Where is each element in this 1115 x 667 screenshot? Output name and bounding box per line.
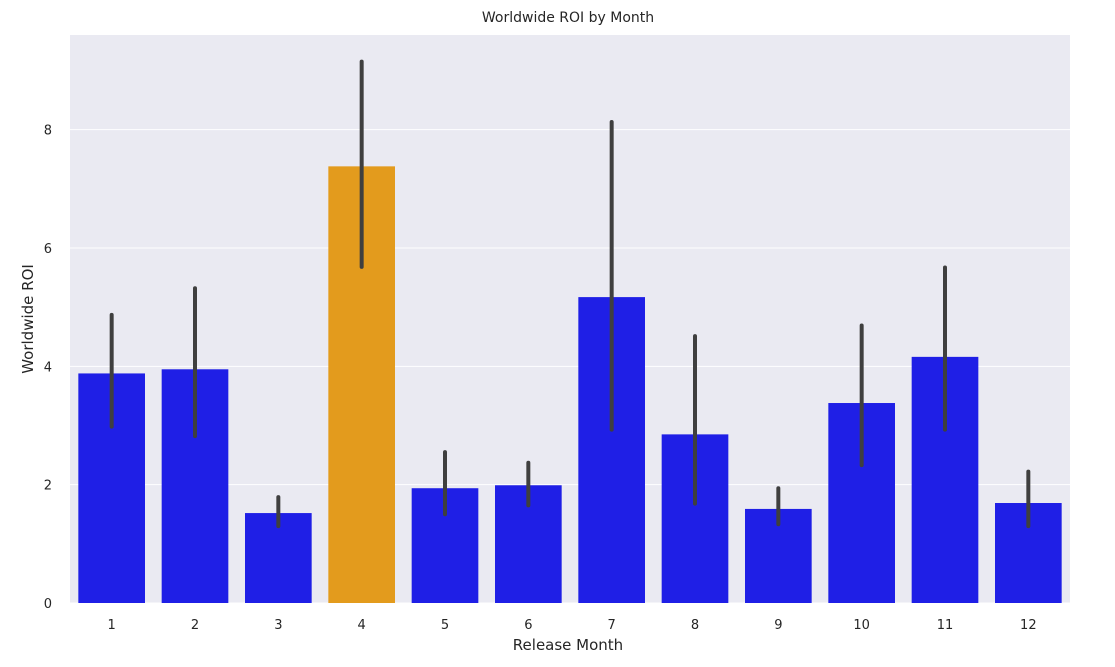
x-axis-label: Release Month bbox=[513, 636, 623, 654]
y-tick-labels: 0 2 4 6 8 bbox=[44, 124, 52, 612]
y-tick-label: 4 bbox=[44, 360, 52, 375]
y-tick-label: 8 bbox=[44, 124, 52, 139]
chart-title: Worldwide ROI by Month bbox=[482, 10, 654, 26]
x-tick-label: 9 bbox=[774, 618, 782, 633]
y-tick-label: 2 bbox=[44, 479, 52, 494]
x-tick-labels: 1 2 3 4 5 6 7 8 9 10 11 12 bbox=[108, 618, 1037, 633]
x-tick-label: 5 bbox=[441, 618, 449, 633]
error-bars bbox=[109, 59, 1031, 529]
x-tick-label: 12 bbox=[1020, 618, 1037, 633]
x-tick-label: 2 bbox=[191, 618, 199, 633]
gridlines bbox=[70, 129, 1070, 604]
bars bbox=[78, 166, 1062, 603]
x-tick-label: 7 bbox=[608, 618, 616, 633]
x-tick-label: 4 bbox=[358, 618, 366, 633]
x-tick-label: 11 bbox=[937, 618, 954, 633]
x-tick-label: 10 bbox=[853, 618, 870, 633]
x-tick-label: 8 bbox=[691, 618, 699, 633]
x-tick-label: 1 bbox=[108, 618, 116, 633]
y-tick-label: 0 bbox=[44, 597, 52, 612]
x-tick-label: 6 bbox=[524, 618, 532, 633]
y-axis-label: Worldwide ROI bbox=[19, 264, 37, 374]
x-tick-label: 3 bbox=[274, 618, 282, 633]
y-tick-label: 6 bbox=[44, 242, 52, 257]
